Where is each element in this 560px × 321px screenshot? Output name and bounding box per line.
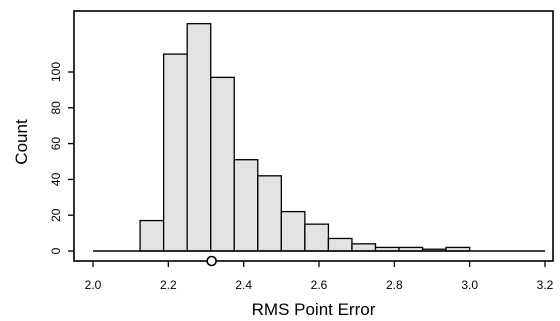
histogram-bar-2 xyxy=(162,53,188,252)
y-axis-ticks: 0 20 40 60 80 100 xyxy=(49,62,74,254)
x-tick-label-1: 2.0 xyxy=(85,278,102,292)
bars xyxy=(139,23,471,252)
histogram-bar-10 xyxy=(351,243,377,252)
plot-frame xyxy=(73,10,554,262)
histogram-bar-1 xyxy=(139,219,165,252)
x-tick-label-2: 2.2 xyxy=(160,278,177,292)
histogram-bar-7 xyxy=(280,210,306,252)
x-tick-label-6: 3.0 xyxy=(461,278,478,292)
histogram-bar-3 xyxy=(186,23,212,252)
histogram-bar-5 xyxy=(233,159,259,252)
histogram-bar-6 xyxy=(257,175,282,252)
x-tick-label-4: 2.6 xyxy=(311,278,328,292)
y-axis-title: Count xyxy=(12,119,31,165)
x-axis-title: RMS Point Error xyxy=(252,300,376,319)
y-tick-label-3: 40 xyxy=(49,172,63,186)
y-tick-label-4: 60 xyxy=(49,137,63,151)
y-tick-label-2: 20 xyxy=(49,208,63,222)
x-tick-label-3: 2.4 xyxy=(235,278,252,292)
x-tick-label-5: 2.8 xyxy=(386,278,403,292)
histogram-bar-9 xyxy=(327,237,353,252)
y-tick-label-1: 0 xyxy=(49,247,63,254)
histogram-bar-8 xyxy=(304,223,330,252)
y-tick-label-6: 100 xyxy=(49,62,63,82)
x-tick-label-7: 3.2 xyxy=(537,278,554,292)
mean-marker xyxy=(206,255,217,267)
y-tick-label-5: 80 xyxy=(49,101,63,115)
x-axis-ticks: 2.0 2.2 2.4 2.6 2.8 3.0 3.2 xyxy=(85,261,554,292)
histogram-bar-4 xyxy=(210,76,235,252)
